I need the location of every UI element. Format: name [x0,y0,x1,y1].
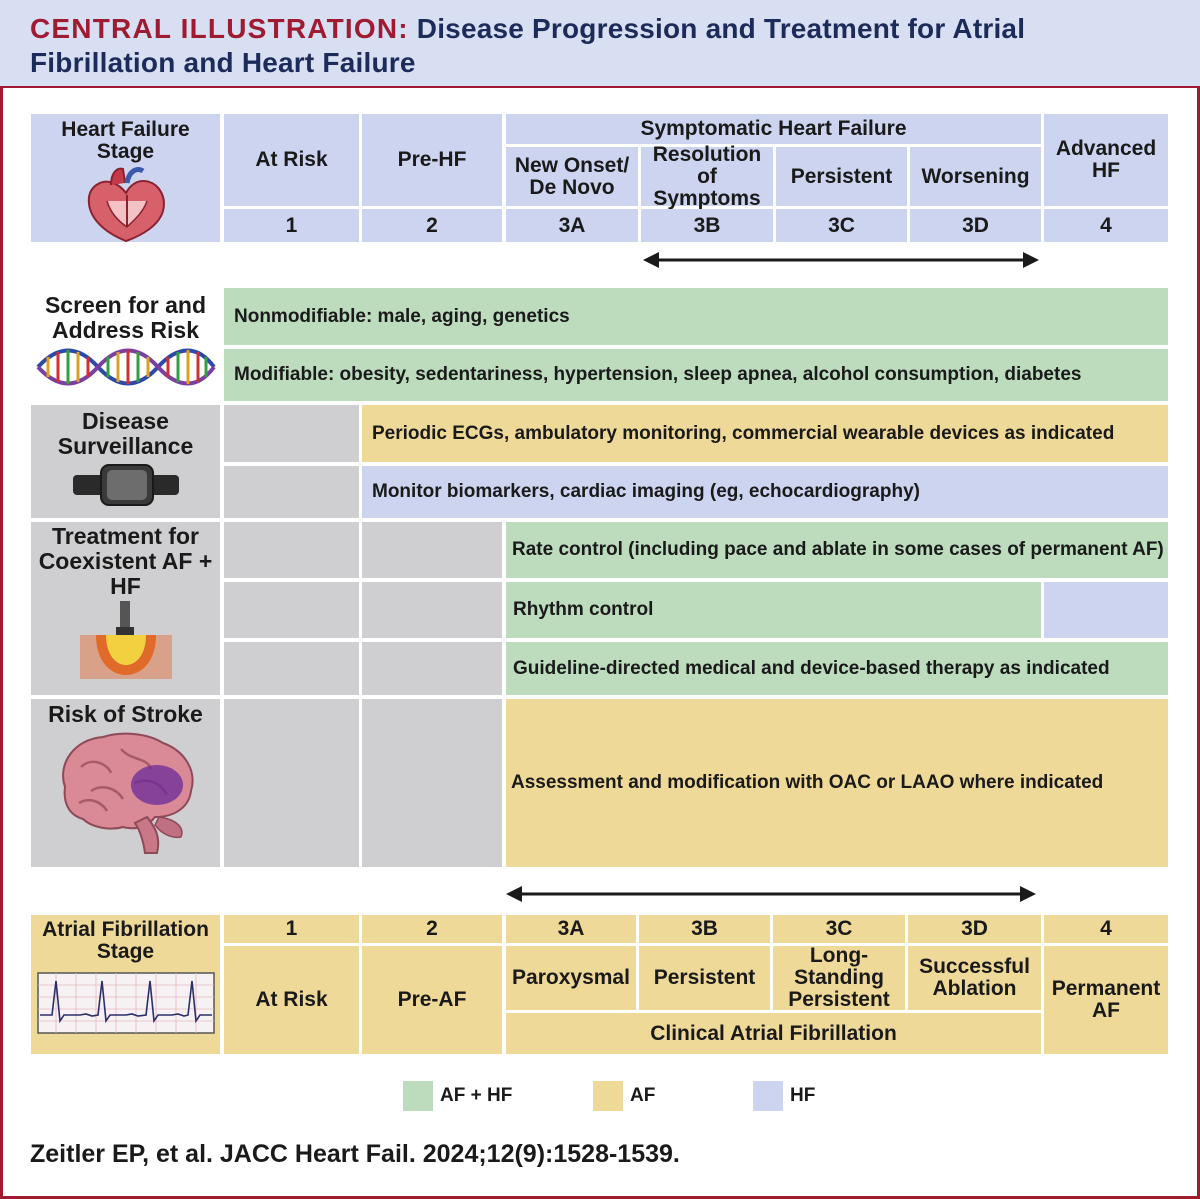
treatment-label-cell: Treatment for Coexistent AF + HF [31,522,220,695]
hf-stage-3b-name: Resolution of Symptoms [641,143,773,209]
legend-swatch-af [593,1081,623,1111]
screen-row-nonmodifiable: Nonmodifiable: male, aging, genetics [224,288,1168,345]
hf-stage-label: Heart Failure Stage [61,118,190,163]
af-stage-3c-name: Long-Standing Persistent [773,945,905,1011]
hf-stage-2-num: 2 [362,209,502,242]
hf-stage-1-num: 1 [224,209,359,242]
title-line1: Disease Progression and Treatment for At… [408,13,1026,44]
ablation-catheter-icon [79,601,172,679]
treatment-rhythm-advanced-hf [1044,582,1168,638]
stroke-empty-1 [224,699,359,867]
stroke-row-assessment: Assessment and modification with OAC or … [506,699,1168,867]
af-stage-3c-num: 3C [773,915,905,943]
surveillance-label-cell: Disease Surveillance [31,405,220,518]
hf-stage-4-name: Advanced HF [1044,114,1168,206]
af-stage-label-cell: Atrial Fibrillation Stage [31,915,220,1054]
surveillance-label: Disease Surveillance [57,408,194,459]
stroke-label: Risk of Stroke [48,701,203,727]
stroke-empty-2 [362,699,502,867]
af-stage-2-name: Pre-AF [362,946,502,1054]
surveillance-row-biomarkers: Monitor biomarkers, cardiac imaging (eg,… [362,466,1168,518]
af-progression-arrow [506,886,1036,902]
af-stage-3a-name: Paroxysmal [506,946,636,1010]
hf-stage-3c-num: 3C [776,209,907,242]
treatment-row-rhythm-control: Rhythm control [506,582,1041,638]
title-prefix: CENTRAL ILLUSTRATION: [30,13,409,44]
legend-swatch-af-hf [403,1081,433,1111]
smartwatch-icon [72,464,179,506]
ecg-icon [36,972,215,1034]
title-line2: Fibrillation and Heart Failure [30,47,416,78]
hf-stage-label-cell: Heart Failure Stage [31,114,220,243]
hf-stage-2-name: Pre-HF [362,114,502,206]
hf-stage-3c-name: Persistent [776,147,907,206]
af-stage-3d-name: Successful Ablation [908,946,1041,1010]
af-stage-1-num: 1 [224,915,359,943]
hf-progression-arrow [643,252,1039,268]
surveillance-empty-2 [224,466,359,518]
surveillance-row-ecg: Periodic ECGs, ambulatory monitoring, co… [362,405,1168,462]
hf-stage-3d-name: Worsening [910,147,1041,206]
legend-label-hf: HF [790,1085,816,1106]
screen-risk-label-cell: Screen for and Address Risk [31,288,220,401]
hf-stage-3b-num: 3B [641,209,773,242]
header-banner: CENTRAL ILLUSTRATION: Disease Progressio… [0,0,1200,88]
hf-stage-4-num: 4 [1044,209,1168,242]
treatment-empty-3a [224,642,359,695]
screen-risk-label: Screen for and Address Risk [44,292,207,343]
treatment-empty-1a [224,522,359,578]
treatment-row-gdmt: Guideline-directed medical and device-ba… [506,642,1168,695]
brain-icon [61,732,193,854]
symptomatic-hf-header: Symptomatic Heart Failure [506,114,1041,144]
af-stage-3b-num: 3B [639,915,770,943]
citation: Zeitler EP, et al. JACC Heart Fail. 2024… [30,1140,680,1168]
af-stage-1-name: At Risk [224,946,359,1054]
legend-label-af-hf: AF + HF [440,1085,513,1106]
af-stage-4-num: 4 [1044,915,1168,943]
page-title: CENTRAL ILLUSTRATION: Disease Progressio… [30,12,1170,46]
af-stage-label: Atrial Fibrillation Stage [42,918,209,963]
af-stage-3a-num: 3A [506,915,636,943]
hf-stage-3a-name: New Onset/ De Novo [506,147,638,206]
hf-stage-3a-num: 3A [506,209,638,242]
af-stage-4-name: Permanent AF [1044,946,1168,1054]
treatment-empty-2b [362,582,502,638]
heart-icon [87,167,165,243]
clinical-af-header: Clinical Atrial Fibrillation [506,1013,1041,1054]
legend-swatch-hf [753,1081,783,1111]
dna-icon [36,348,216,386]
hf-stage-3d-num: 3D [910,209,1041,242]
af-stage-2-num: 2 [362,915,502,943]
legend-label-af: AF [630,1085,656,1106]
af-stage-3d-num: 3D [908,915,1041,943]
af-stage-3b-name: Persistent [639,946,770,1010]
treatment-empty-3b [362,642,502,695]
screen-row-modifiable: Modifiable: obesity, sedentariness, hype… [224,349,1168,401]
treatment-empty-2a [224,582,359,638]
treatment-row-rate-control: Rate control (including pace and ablate … [506,522,1168,578]
hf-stage-1-name: At Risk [224,114,359,206]
treatment-label: Treatment for Coexistent AF + HF [38,523,213,599]
surveillance-empty-1 [224,405,359,462]
treatment-empty-1b [362,522,502,578]
stroke-label-cell: Risk of Stroke [31,699,220,867]
